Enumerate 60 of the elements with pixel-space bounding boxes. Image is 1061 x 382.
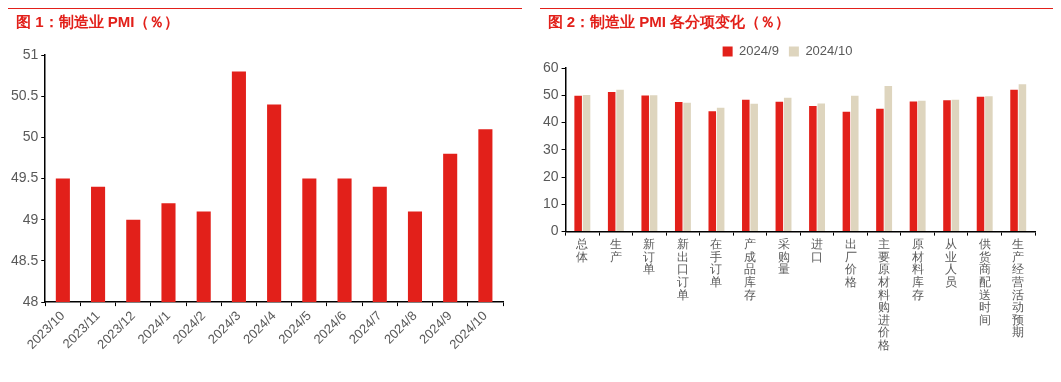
x-tick-label: 进口	[810, 237, 823, 264]
y-tick-label: 60	[542, 58, 559, 75]
x-tick-label: 总体	[574, 237, 588, 264]
y-tick-label: 50	[22, 128, 39, 145]
x-tick-label: 生产	[609, 237, 622, 264]
x-tick-label: 产成品库存	[743, 237, 756, 302]
x-tick-label: 采购量	[777, 237, 790, 277]
x-tick-label: 新出口订单	[676, 237, 689, 302]
bar	[649, 95, 657, 232]
bar	[951, 99, 959, 232]
bar	[573, 95, 582, 232]
bar	[976, 96, 984, 232]
bar	[816, 103, 825, 232]
bar	[682, 102, 691, 232]
bar	[808, 105, 817, 232]
x-tick-label: 原材料库存	[910, 237, 924, 302]
y-tick-label: 49.5	[11, 169, 39, 186]
bar	[942, 100, 951, 232]
y-tick-label: 20	[542, 167, 559, 184]
bar	[909, 101, 917, 232]
y-tick-label: 48.5	[11, 251, 39, 268]
x-tick-label: 出厂价格	[843, 237, 857, 290]
x-tick-label: 在手订单	[709, 237, 722, 290]
y-tick-label: 51	[22, 45, 39, 62]
bar	[615, 89, 624, 232]
chart-title: 图 1：制造业 PMI（％）	[15, 13, 181, 32]
category-label: 主要原材料购进价格	[877, 237, 890, 353]
bar	[640, 95, 649, 232]
x-tick-label: 供货商配送时间	[978, 237, 991, 327]
bar	[875, 108, 884, 232]
y-tick-label: 48	[22, 292, 39, 309]
y-tick-label: 49	[22, 210, 39, 227]
bar	[842, 111, 850, 232]
bar	[783, 97, 791, 232]
legend-label: 2024/9	[738, 43, 779, 59]
bar	[1018, 84, 1026, 232]
x-tick-label: 新订单	[642, 237, 655, 277]
bar	[917, 100, 926, 232]
bar	[708, 111, 716, 232]
bar	[607, 92, 615, 232]
bar	[674, 102, 683, 232]
y-tick-label: 50	[542, 86, 559, 103]
bar	[984, 96, 993, 232]
x-tick-label: 从业人员	[944, 237, 957, 290]
bar	[716, 107, 724, 232]
y-tick-label: 30	[542, 140, 559, 157]
bar	[741, 99, 750, 232]
x-tick-label: 生产经营活动预期	[1011, 237, 1024, 340]
y-tick-label: 0	[550, 222, 559, 239]
y-tick-label: 10	[542, 195, 559, 212]
bar	[850, 95, 859, 232]
y-tick-label: 50.5	[11, 87, 39, 104]
bar	[1009, 89, 1018, 232]
legend-label: 2024/10	[804, 43, 852, 59]
y-tick-label: 40	[542, 113, 559, 130]
bar	[884, 86, 892, 232]
chart-title: 图 2：制造业 PMI 各分项变化（％）	[546, 13, 791, 32]
bar	[775, 101, 783, 232]
bar	[749, 103, 758, 232]
bar	[582, 94, 590, 232]
